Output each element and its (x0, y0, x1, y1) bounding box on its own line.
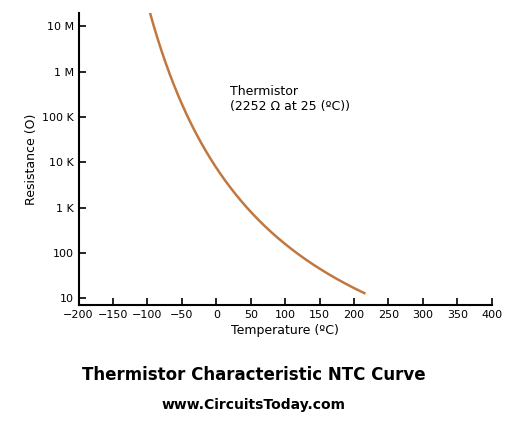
Text: Thermistor
(2252 Ω at 25 (ºC)): Thermistor (2252 Ω at 25 (ºC)) (230, 85, 350, 113)
Y-axis label: Resistance (O): Resistance (O) (25, 113, 38, 205)
Text: Thermistor Characteristic NTC Curve: Thermistor Characteristic NTC Curve (82, 366, 425, 384)
Text: www.CircuitsToday.com: www.CircuitsToday.com (162, 398, 345, 412)
X-axis label: Temperature (ºC): Temperature (ºC) (231, 324, 339, 338)
